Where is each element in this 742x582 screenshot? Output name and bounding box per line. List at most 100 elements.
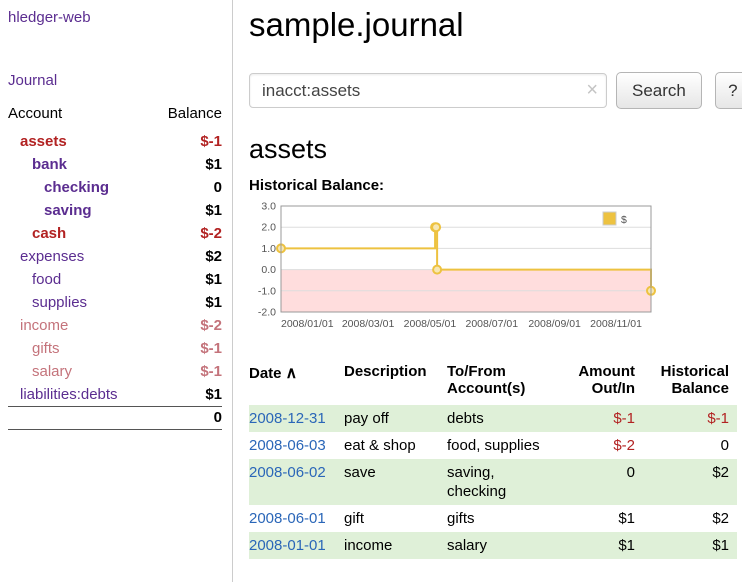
- accounts-total-row: 0: [8, 407, 222, 430]
- register-description: pay off: [344, 405, 447, 432]
- search-box: ×: [249, 73, 607, 108]
- sort-ascending-icon: ∧: [286, 365, 298, 382]
- accounts-header-account: Account: [8, 105, 151, 130]
- page-title: sample.journal: [249, 6, 742, 44]
- account-balance: $1: [151, 153, 222, 176]
- account-row: checking0: [8, 176, 222, 199]
- svg-text:2008/07/01: 2008/07/01: [465, 318, 518, 330]
- account-row: income$-2: [8, 314, 222, 337]
- register-amount: 0: [559, 459, 643, 505]
- account-row: food$1: [8, 268, 222, 291]
- register-balance: $2: [643, 505, 737, 532]
- account-balance: $1: [151, 291, 222, 314]
- register-accounts: food, supplies: [447, 432, 559, 459]
- account-balance: $-1: [151, 360, 222, 383]
- register-row: 2008-06-03eat & shopfood, supplies$-20: [249, 432, 737, 459]
- svg-text:3.0: 3.0: [261, 202, 276, 213]
- account-link[interactable]: checking: [8, 176, 151, 199]
- register-row: 2008-06-01giftgifts$1$2: [249, 505, 737, 532]
- register-header-description: Description: [344, 361, 447, 405]
- search-button[interactable]: Search: [616, 72, 702, 109]
- help-button[interactable]: ?: [715, 72, 742, 109]
- svg-text:2008/05/01: 2008/05/01: [404, 318, 457, 330]
- account-row: salary$-1: [8, 360, 222, 383]
- account-link[interactable]: expenses: [8, 245, 151, 268]
- register-row: 2008-12-31pay offdebts$-1$-1: [249, 405, 737, 432]
- register-header-amount: Amount Out/In: [559, 361, 643, 405]
- search-form: × Search ?: [249, 72, 742, 109]
- register-balance: $-1: [643, 405, 737, 432]
- account-balance: $1: [151, 268, 222, 291]
- accounts-header-balance: Balance: [151, 105, 222, 130]
- account-row: liabilities:debts$1: [8, 383, 222, 407]
- account-link[interactable]: supplies: [8, 291, 151, 314]
- account-balance: $-2: [151, 222, 222, 245]
- register-row: 2008-06-02savesaving, checking0$2: [249, 459, 737, 505]
- register-header-row: Date∧ Description To/From Account(s) Amo…: [249, 361, 737, 405]
- search-input[interactable]: [249, 73, 607, 108]
- register-accounts: salary: [447, 532, 559, 559]
- chart-heading: Historical Balance:: [249, 177, 742, 194]
- account-link[interactable]: salary: [8, 360, 151, 383]
- register-description: save: [344, 459, 447, 505]
- svg-text:2008/01/01: 2008/01/01: [281, 318, 334, 330]
- svg-text:2008/09/01: 2008/09/01: [528, 318, 581, 330]
- svg-text:2008/11/01: 2008/11/01: [590, 318, 642, 330]
- accounts-table: Account Balance assets$-1bank$1checking0…: [8, 105, 222, 430]
- account-row: bank$1: [8, 153, 222, 176]
- account-balance: 0: [151, 176, 222, 199]
- register-description: gift: [344, 505, 447, 532]
- svg-text:2.0: 2.0: [261, 222, 276, 234]
- register-table: Date∧ Description To/From Account(s) Amo…: [249, 361, 737, 559]
- account-link[interactable]: gifts: [8, 337, 151, 360]
- register-date-link[interactable]: 2008-06-01: [249, 505, 344, 532]
- register-header-accounts: To/From Account(s): [447, 361, 559, 405]
- account-link[interactable]: assets: [8, 130, 151, 153]
- register-date-link[interactable]: 2008-06-02: [249, 459, 344, 505]
- account-link[interactable]: liabilities:debts: [8, 383, 151, 407]
- account-row: supplies$1: [8, 291, 222, 314]
- historical-balance-chart: 3.0 2.0 1.0 0.0 -1.0 -2.0 2008/01/01 2008/03/01…: [249, 202, 661, 340]
- register-amount: $-2: [559, 432, 643, 459]
- sidebar: hledger-web Journal Account Balance asse…: [0, 0, 233, 582]
- register-date-link[interactable]: 2008-06-03: [249, 432, 344, 459]
- account-row: saving$1: [8, 199, 222, 222]
- account-link[interactable]: cash: [8, 222, 151, 245]
- accounts-header-row: Account Balance: [8, 105, 222, 130]
- register-balance: $2: [643, 459, 737, 505]
- account-link[interactable]: food: [8, 268, 151, 291]
- app-title-link[interactable]: hledger-web: [8, 9, 222, 26]
- register-date-link[interactable]: 2008-12-31: [249, 405, 344, 432]
- svg-text:1.0: 1.0: [261, 243, 276, 255]
- account-balance: $1: [151, 383, 222, 407]
- register-amount: $1: [559, 505, 643, 532]
- section-title: assets: [249, 134, 742, 165]
- account-link[interactable]: bank: [8, 153, 151, 176]
- account-row: assets$-1: [8, 130, 222, 153]
- svg-text:0.0: 0.0: [261, 264, 276, 276]
- account-balance: $2: [151, 245, 222, 268]
- register-description: eat & shop: [344, 432, 447, 459]
- register-header-date[interactable]: Date∧: [249, 361, 344, 405]
- svg-text:-1.0: -1.0: [258, 285, 276, 297]
- hledger-web-app: hledger-web Journal Account Balance asse…: [0, 0, 742, 582]
- register-header-balance: Historical Balance: [643, 361, 737, 405]
- account-link[interactable]: saving: [8, 199, 151, 222]
- account-balance: $1: [151, 199, 222, 222]
- legend-swatch: [603, 212, 616, 225]
- clear-search-icon[interactable]: ×: [586, 80, 598, 100]
- account-row: cash$-2: [8, 222, 222, 245]
- register-balance: 0: [643, 432, 737, 459]
- register-accounts: saving, checking: [447, 459, 559, 505]
- account-balance: $-1: [151, 130, 222, 153]
- account-balance: $-2: [151, 314, 222, 337]
- register-date-link[interactable]: 2008-01-01: [249, 532, 344, 559]
- journal-link[interactable]: Journal: [8, 72, 222, 89]
- register-accounts: gifts: [447, 505, 559, 532]
- svg-text:-2.0: -2.0: [258, 307, 276, 319]
- account-link[interactable]: income: [8, 314, 151, 337]
- account-row: gifts$-1: [8, 337, 222, 360]
- register-description: income: [344, 532, 447, 559]
- svg-text:2008/03/01: 2008/03/01: [342, 318, 395, 330]
- main-panel: sample.journal × Search ? assets Histori…: [233, 0, 742, 582]
